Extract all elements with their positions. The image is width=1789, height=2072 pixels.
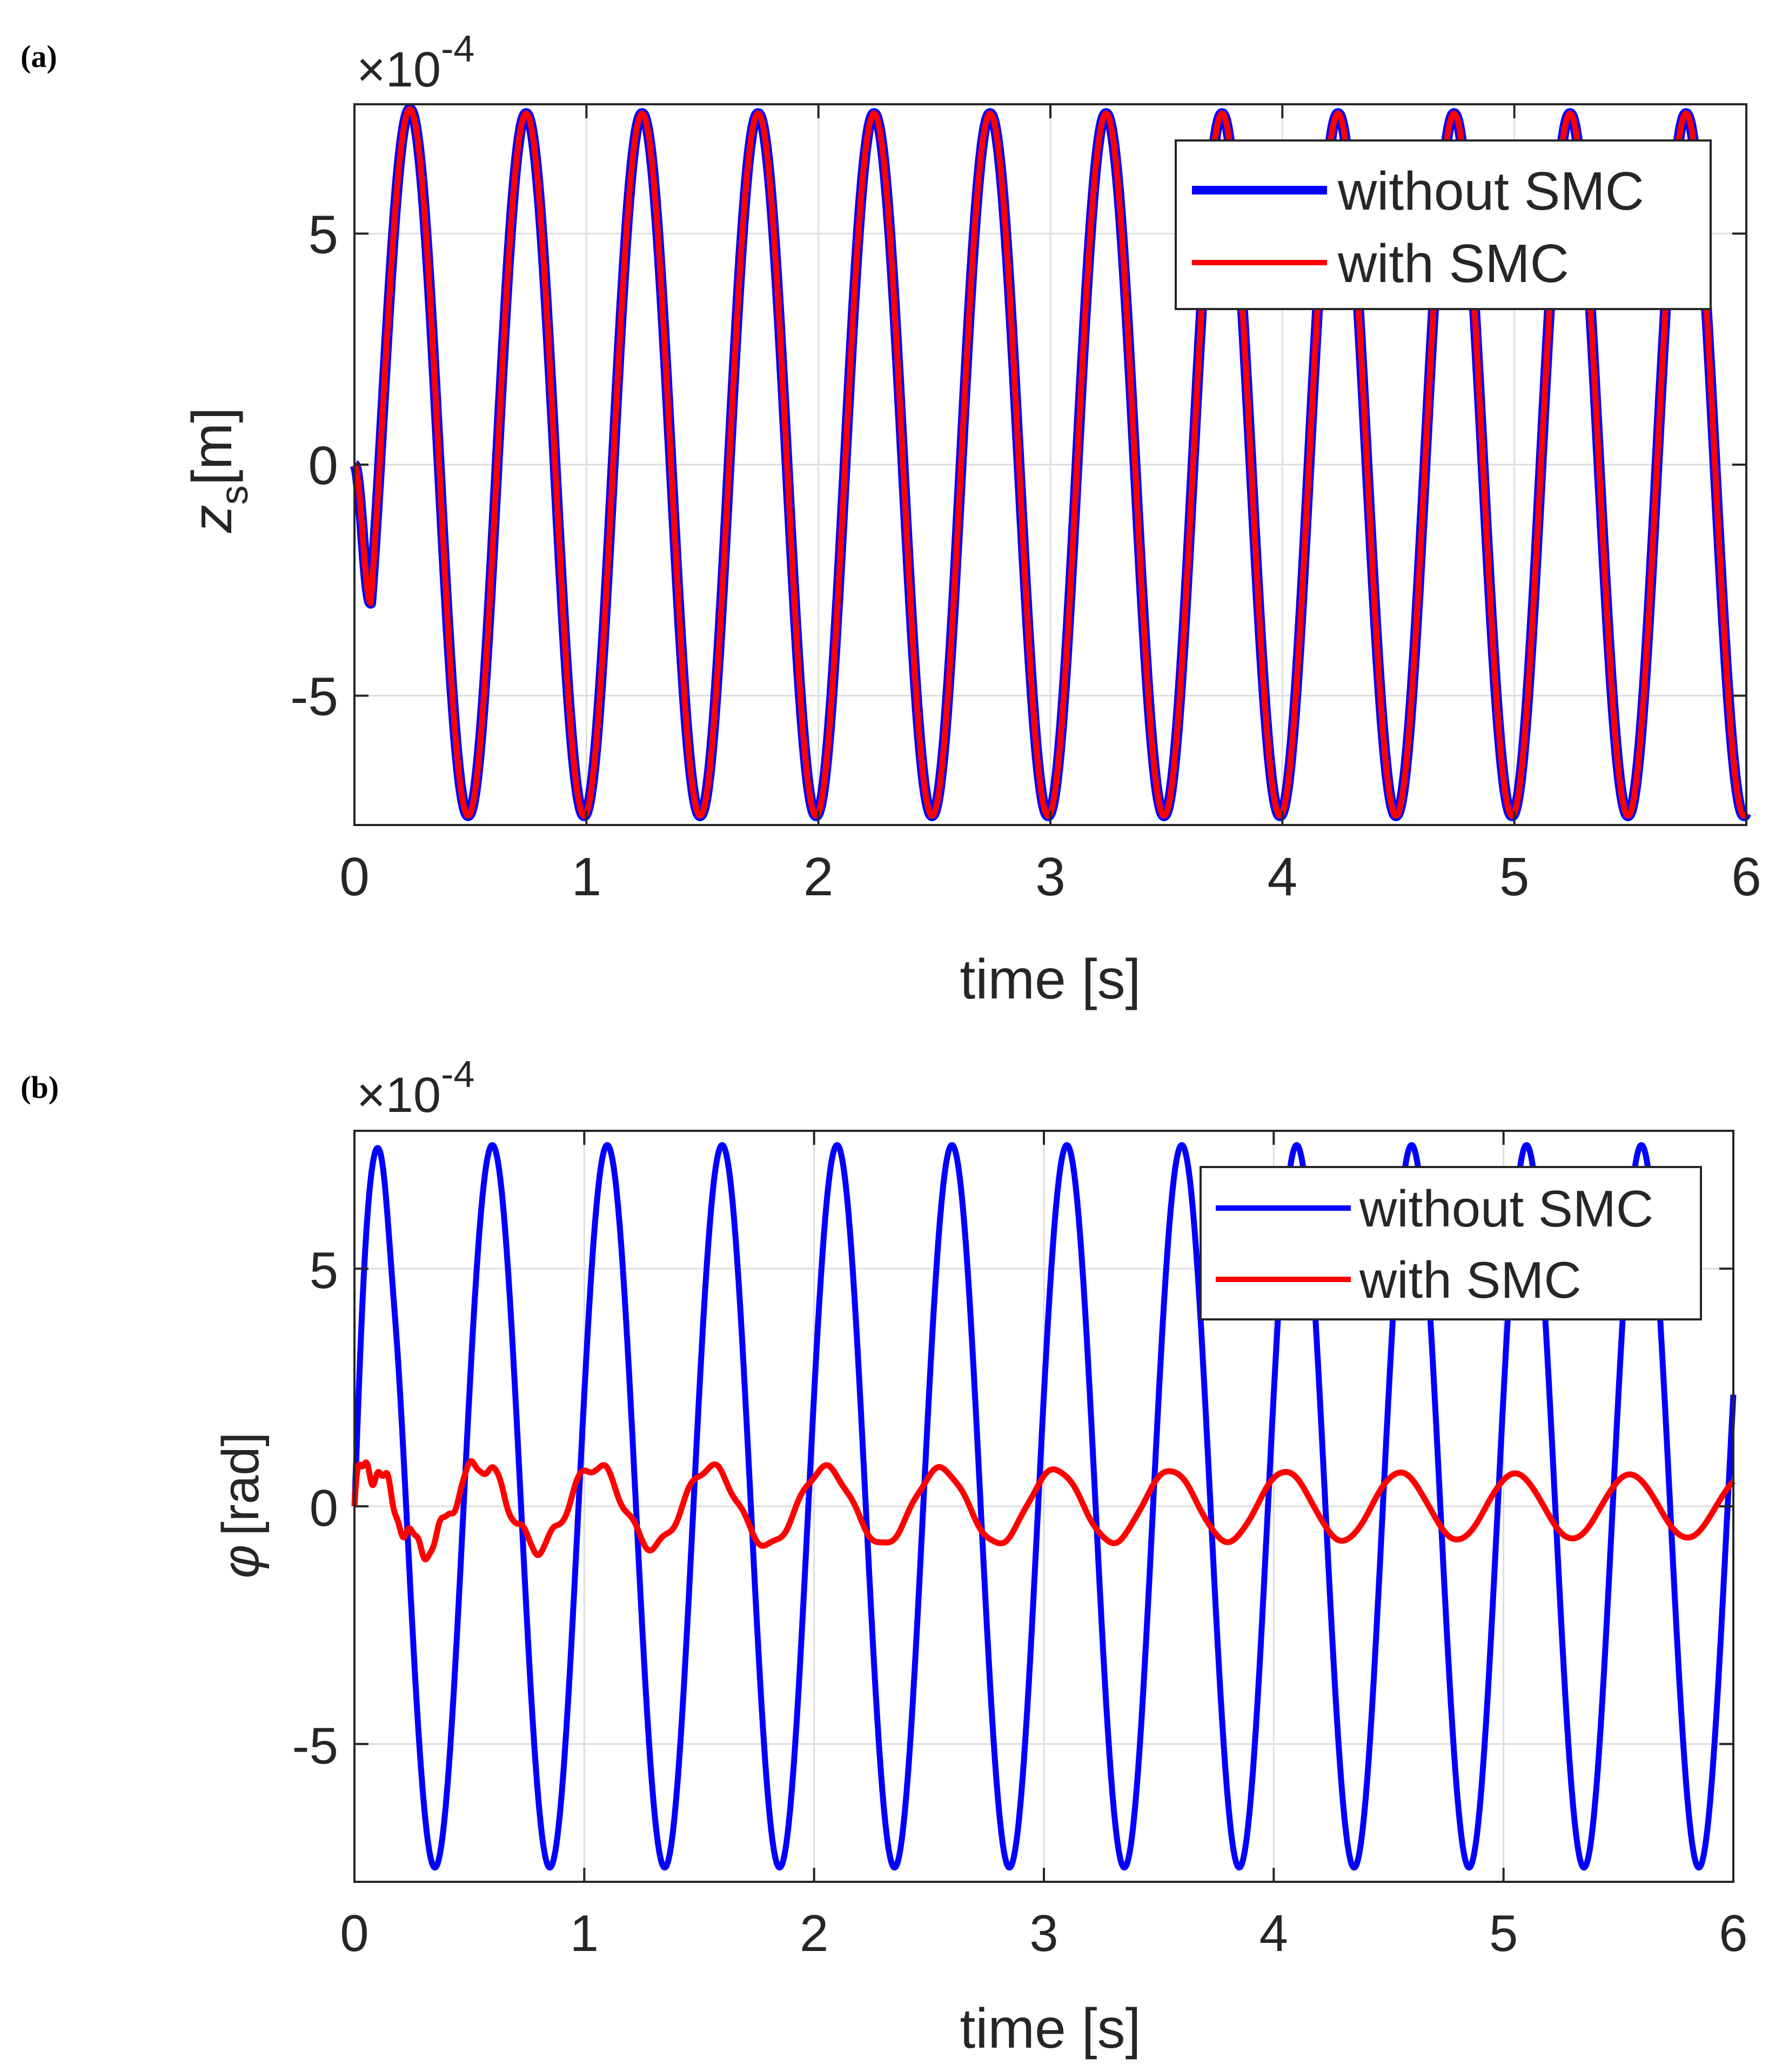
legend-label-b-without-smc: without SMC [1359, 1180, 1653, 1238]
x-tick-label-a-0: 0 [339, 847, 370, 907]
y-tick-label-b-2: 5 [310, 1242, 338, 1299]
y-exponent-b-power: -4 [441, 1053, 474, 1095]
legend-a: without SMC with SMC [1175, 139, 1712, 310]
x-tick-label-a-1: 1 [572, 847, 602, 907]
series-line-b-with-smc [351, 1458, 1736, 1563]
y-tick-label-a-1: 0 [308, 435, 338, 496]
panel-label-b: (b) [21, 1070, 59, 1105]
x-tick-label-b-4: 4 [1259, 1905, 1288, 1962]
legend-box-a [1175, 139, 1712, 310]
chart-panel-a: (a) 0 1 2 3 4 5 6 -5 0 5 time [s] zs[m] ×10-4 wi… [21, 28, 1761, 1011]
y-axis-label-b-unit: [rad] [212, 1432, 270, 1536]
y-axis-label-a-main: z [181, 505, 244, 533]
y-axis-label-b: φ [rad] [212, 1432, 270, 1579]
y-exponent-a: ×10-4 [357, 28, 474, 97]
x-tick-label-a-6: 6 [1731, 847, 1761, 907]
y-ticks-b: -5 0 5 [292, 1242, 1733, 1775]
y-axis-label-a: zs[m] [181, 407, 256, 533]
y-tick-label-b-1: 0 [310, 1479, 338, 1537]
y-axis-label-a-sub: s [213, 485, 256, 505]
y-exponent-a-power: -4 [441, 28, 474, 70]
legend-box-b [1200, 1166, 1702, 1320]
x-tick-label-b-2: 2 [800, 1905, 828, 1962]
x-ticks-a: 0 1 2 3 4 5 6 [339, 104, 1761, 907]
y-axis-label-b-main: φ [212, 1545, 270, 1579]
x-tick-label-a-4: 4 [1268, 847, 1298, 907]
y-tick-label-a-2: 5 [308, 204, 338, 265]
legend-b: without SMC with SMC [1200, 1166, 1702, 1320]
series-group-b [351, 1142, 1737, 1871]
y-axis-label-a-unit: [m] [181, 407, 244, 485]
legend-label-a-without-smc: without SMC [1337, 161, 1644, 222]
chart-panel-b: (b) 0 1 2 3 4 5 6 -5 0 5 time [s] φ [rad] ×10-4 w… [21, 1053, 1748, 2060]
x-tick-label-b-1: 1 [570, 1905, 599, 1962]
panel-label-a: (a) [21, 39, 57, 74]
x-axis-label-b: time [s] [960, 1997, 1141, 2060]
legend-label-b-with-smc: with SMC [1359, 1251, 1582, 1309]
legend-label-a-with-smc: with SMC [1337, 233, 1569, 294]
x-tick-label-b-5: 5 [1489, 1905, 1518, 1962]
x-tick-label-b-6: 6 [1719, 1905, 1747, 1962]
x-tick-label-a-3: 3 [1035, 847, 1066, 907]
y-tick-label-a-0: -5 [290, 667, 338, 727]
y-exponent-a-base: ×10 [357, 42, 441, 97]
y-exponent-b-base: ×10 [357, 1068, 441, 1123]
x-axis-label-a: time [s] [960, 948, 1141, 1011]
x-tick-label-a-2: 2 [803, 847, 834, 907]
x-tick-label-a-5: 5 [1499, 847, 1530, 907]
y-ticks-a: -5 0 5 [290, 204, 1746, 727]
x-ticks-b: 0 1 2 3 4 5 6 [340, 1131, 1748, 1962]
y-tick-label-b-0: -5 [292, 1717, 338, 1775]
y-exponent-b: ×10-4 [357, 1053, 474, 1123]
x-tick-label-b-0: 0 [340, 1905, 368, 1962]
series-line-b-without-smc [351, 1142, 1737, 1871]
x-tick-label-b-3: 3 [1029, 1905, 1058, 1962]
